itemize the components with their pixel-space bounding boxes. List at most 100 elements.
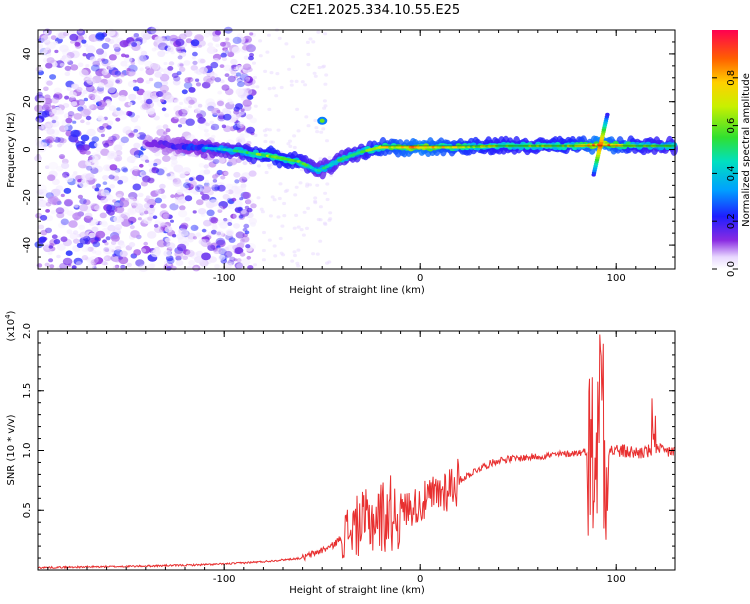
noise-speckle (188, 260, 196, 266)
noise-speckle (90, 203, 100, 211)
noise-speckle (218, 254, 226, 261)
noise-speckle (284, 42, 289, 46)
noise-speckle (235, 231, 245, 239)
noise-speckle (108, 174, 115, 180)
noise-speckle (59, 44, 69, 53)
noise-speckle (92, 178, 97, 182)
noise-speckle (195, 82, 202, 87)
noise-speckle (285, 188, 290, 192)
noise-speckle (250, 203, 257, 209)
noise-speckle (289, 83, 294, 87)
noise-speckle (53, 238, 61, 245)
noise-speckle (227, 52, 234, 58)
noise-speckle (198, 208, 207, 215)
noise-speckle (55, 207, 65, 215)
noise-speckle (328, 211, 333, 215)
noise-speckle (214, 264, 220, 269)
noise-speckle (226, 161, 233, 167)
noise-speckle (215, 43, 220, 48)
noise-speckle (140, 99, 145, 104)
noise-speckle (117, 179, 124, 185)
noise-speckle (323, 222, 328, 226)
noise-speckle (151, 166, 157, 171)
noise-speckle (126, 262, 132, 268)
noise-speckle (245, 76, 251, 81)
noise-speckle (287, 67, 292, 71)
noise-speckle (230, 213, 237, 219)
noise-speckle (122, 111, 128, 115)
noise-speckle (267, 33, 271, 37)
noise-speckle (234, 247, 244, 255)
noise-speckle (230, 69, 237, 75)
noise-speckle (233, 109, 240, 115)
noise-speckle (118, 95, 127, 102)
noise-speckle (103, 256, 109, 261)
noise-speckle (131, 202, 138, 208)
noise-speckle (228, 237, 236, 243)
noise-speckle (201, 252, 211, 261)
noise-speckle (130, 230, 140, 238)
noise-speckle (45, 46, 50, 51)
noise-speckle (258, 39, 263, 43)
noise-speckle (203, 128, 209, 133)
noise-speckle (67, 114, 73, 119)
noise-speckle (229, 256, 236, 262)
noise-speckle (136, 95, 143, 101)
noise-speckle (156, 168, 165, 176)
noise-speckle (215, 237, 226, 246)
noise-speckle (311, 252, 316, 256)
noise-speckle (198, 163, 205, 168)
noise-speckle (207, 244, 216, 251)
noise-speckle (259, 207, 264, 211)
noise-speckle (216, 169, 223, 176)
colorbar-gradient (712, 30, 738, 269)
noise-speckle (71, 265, 77, 270)
noise-speckle (210, 123, 220, 131)
noise-speckle (66, 86, 72, 91)
noise-speckle (90, 218, 99, 225)
noise-speckle (197, 117, 206, 124)
noise-speckle (175, 110, 184, 117)
noise-speckle (195, 232, 202, 237)
noise-speckle (226, 263, 233, 268)
noise-speckle (85, 173, 95, 181)
noise-speckle (130, 61, 136, 66)
noise-speckle (223, 64, 232, 72)
noise-speckle (129, 225, 135, 230)
noise-speckle (95, 183, 101, 188)
noise-speckle (94, 142, 100, 147)
noise-speckle (91, 95, 102, 103)
noise-speckle (166, 257, 175, 265)
noise-speckle (256, 164, 261, 168)
noise-speckle (184, 77, 193, 84)
noise-speckle (292, 250, 297, 254)
snr-panel: -100 0 100 0.5 1.0 1.5 2.0 Height of straight … (4, 310, 676, 596)
noise-speckle (88, 105, 94, 110)
snr-xtick-label: 0 (417, 574, 423, 585)
noise-speckle (260, 210, 265, 214)
noise-speckle (261, 248, 266, 253)
noise-speckle (141, 102, 151, 110)
noise-speckle (104, 37, 111, 43)
noise-speckle (142, 91, 152, 99)
noise-speckle (211, 184, 221, 192)
noise-speckle (106, 28, 116, 37)
noise-speckle (164, 113, 170, 118)
noise-speckle (59, 155, 64, 160)
noise-speckle (237, 206, 243, 212)
noise-speckle (315, 130, 320, 134)
noise-speckle (246, 126, 255, 134)
noise-speckle (177, 62, 185, 68)
noise-speckle (45, 202, 52, 207)
noise-speckle (235, 79, 244, 86)
noise-speckle (184, 217, 191, 222)
noise-speckle (150, 95, 156, 100)
noise-speckle (138, 192, 144, 198)
noise-speckle (113, 144, 123, 152)
noise-speckle (197, 103, 203, 108)
figure-title: C2E1.2025.334.10.55.E25 (290, 3, 460, 18)
noise-speckle (81, 255, 89, 261)
noise-speckle (133, 33, 140, 38)
noise-speckle (89, 165, 99, 174)
noise-speckle (316, 30, 321, 34)
